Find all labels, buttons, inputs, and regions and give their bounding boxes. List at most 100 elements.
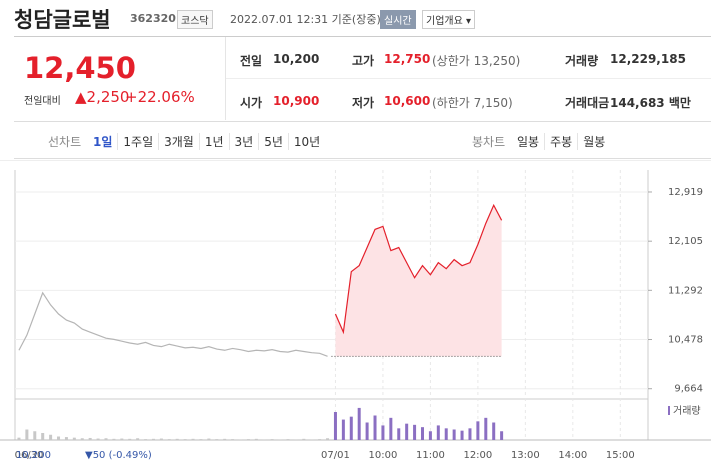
volume-bar <box>159 438 163 440</box>
volume-bar <box>302 438 306 440</box>
volume-bar <box>112 438 116 440</box>
volume-bar <box>183 439 187 440</box>
volume-bar <box>239 439 243 440</box>
volume-bar <box>349 416 353 440</box>
volume-bar <box>468 428 472 440</box>
cell-value: 10,900 <box>273 94 320 108</box>
x-tick-label: 14:00 <box>558 450 587 461</box>
change: ▲2,250 <box>75 88 130 106</box>
volume-bar <box>476 421 480 440</box>
y-tick-label: 12,105 <box>668 236 703 247</box>
menu-dropdown[interactable]: 기업개요 ▾ <box>422 10 475 29</box>
cell-label: 전일 <box>240 54 263 68</box>
volume-bar <box>64 437 68 440</box>
x-tick-label: 06/30 <box>15 450 44 461</box>
volume-bar <box>120 438 124 440</box>
volume-bar <box>405 423 409 440</box>
stock-code: 362320 <box>130 12 176 25</box>
volume-bar <box>318 439 322 440</box>
cell-value: 10,600 <box>384 94 431 108</box>
volume-bar <box>373 415 377 440</box>
candle-tab[interactable]: 주봉 <box>544 133 577 150</box>
volume-bar <box>33 431 37 440</box>
volume-bar <box>365 422 369 440</box>
period-tab[interactable]: 1일 <box>93 135 113 149</box>
area <box>335 205 502 357</box>
candle-tab[interactable]: 일봉 <box>517 135 540 149</box>
volume-legend: 거래량 <box>673 405 701 417</box>
cell-label: 시가 <box>240 96 263 110</box>
divider <box>225 37 226 120</box>
change-label: 전일대비 <box>24 96 61 107</box>
x-tick-label: 15:00 <box>606 450 635 461</box>
y-tick-label: 10,478 <box>668 335 703 346</box>
volume-bar <box>49 434 53 440</box>
candle-tabs: 일봉 주봉 월봉 <box>512 133 610 150</box>
volume-bar <box>286 439 290 440</box>
cell-value: 10,200 <box>273 52 320 66</box>
volume-bar <box>207 438 211 440</box>
volume-bar <box>199 439 203 440</box>
line <box>334 203 503 335</box>
line <box>18 291 328 357</box>
volume-bar <box>254 438 258 440</box>
tab-bar <box>14 121 711 159</box>
period-tab[interactable]: 1년 <box>198 133 229 150</box>
cell-note: (하한가 7,150) <box>432 96 513 110</box>
period-tab[interactable]: 3개월 <box>158 133 199 150</box>
realtime-badge[interactable]: 실시간 <box>380 10 416 29</box>
volume-bar <box>191 438 195 440</box>
volume-bar <box>333 412 337 440</box>
prev-change: ▼50 (-0.49%) <box>85 450 152 461</box>
period-tab[interactable]: 5년 <box>258 133 288 150</box>
divider <box>226 78 711 79</box>
y-tick-label: 11,292 <box>668 285 703 296</box>
period-tab[interactable]: 1주일 <box>117 133 158 150</box>
volume-bar <box>136 438 140 440</box>
volume-bar <box>246 439 250 440</box>
volume-bar <box>80 438 84 440</box>
volume-bar <box>326 438 330 440</box>
volume-bar <box>270 439 274 440</box>
volume-bar <box>278 439 282 440</box>
cell-label: 저가 <box>352 96 375 110</box>
period-tab[interactable]: 3년 <box>228 133 259 150</box>
volume-bar <box>484 417 488 440</box>
quote-time: 2022.07.01 12:31 기준(장중) <box>230 13 381 26</box>
volume-bar <box>341 419 345 440</box>
volume-bar <box>397 428 401 440</box>
volume-bar <box>444 428 448 440</box>
volume-bar <box>452 429 456 440</box>
prev-close: 10,200 <box>16 450 51 461</box>
line-chart-label: 선차트 <box>48 135 82 149</box>
volume-bar <box>17 437 21 440</box>
volume-bar <box>294 439 298 440</box>
volume-bar <box>104 438 108 440</box>
cell-label: 고가 <box>352 54 375 68</box>
volume-bar <box>96 438 100 440</box>
volume-bar <box>420 427 424 440</box>
candle-tab[interactable]: 월봉 <box>577 133 610 150</box>
volume-bar <box>128 438 132 440</box>
volume-bar <box>381 425 385 440</box>
chart: 12,919 12,105 11,292 10,478 9,664 06/30 07/01 1… <box>0 160 711 461</box>
x-tick-label: 11:00 <box>416 450 445 461</box>
volume-bar <box>436 425 440 440</box>
period-tab[interactable]: 10년 <box>287 133 325 150</box>
y-tick-label: 12,919 <box>668 187 703 198</box>
volume-legend-swatch <box>668 406 670 415</box>
volume-bar <box>310 439 314 440</box>
cell-label: 거래량 <box>565 54 599 68</box>
cell-value: 144,683 백만 <box>610 96 691 110</box>
volume-bar <box>413 424 417 440</box>
volume-bar <box>72 437 76 440</box>
volume-bar <box>175 438 179 440</box>
change-rate: +22.06% <box>125 88 195 106</box>
volume-bar <box>215 439 219 440</box>
candle-chart-label: 봉차트 <box>472 135 506 149</box>
volume-bar <box>460 430 464 440</box>
x-tick-label: 07/01 <box>321 450 350 461</box>
cell-value: 12,750 <box>384 52 431 66</box>
current-price: 12,450 <box>24 51 136 85</box>
